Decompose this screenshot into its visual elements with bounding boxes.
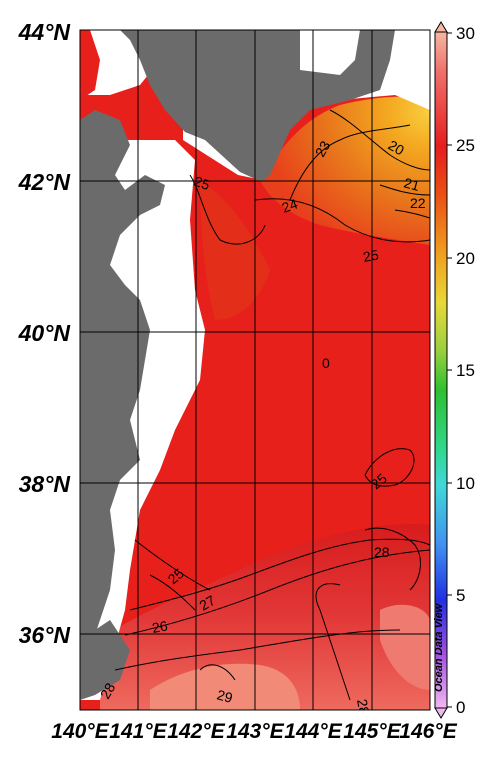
contour-label: 27 bbox=[197, 592, 219, 614]
lat-tick-label: 42°N bbox=[18, 169, 71, 195]
lon-tick-label: 140°E bbox=[51, 720, 109, 743]
contour-label: 28 bbox=[97, 680, 119, 702]
lat-axis: 44°N 42°N 40°N 38°N 36°N bbox=[18, 19, 71, 648]
colorbar-tick-label: 0 bbox=[456, 698, 465, 717]
contour-label: 25 bbox=[362, 246, 380, 264]
contour-label: 0 bbox=[322, 355, 330, 371]
lon-tick-label: 146°E bbox=[399, 720, 457, 743]
lat-tick-label: 36°N bbox=[19, 622, 71, 648]
lon-tick-label: 141°E bbox=[109, 720, 167, 743]
colorbar-tick-label: 5 bbox=[456, 586, 465, 605]
contour-label: 25 bbox=[192, 173, 212, 193]
warm-swirl bbox=[200, 180, 270, 320]
hot-patch bbox=[150, 663, 300, 710]
lat-tick-label: 38°N bbox=[19, 471, 71, 497]
colorbar-top-arrow bbox=[434, 21, 448, 33]
graticule bbox=[80, 30, 430, 710]
contour-label: 23 bbox=[312, 138, 334, 160]
lon-tick-label: 143°E bbox=[226, 720, 284, 743]
colorbar-tick-label: 30 bbox=[456, 24, 475, 43]
plot-area: 25 24 23 20 21 22 25 0 25 25 28 27 26 28… bbox=[80, 30, 430, 716]
contour-labels: 25 24 23 20 21 22 25 0 25 25 28 27 26 28… bbox=[97, 137, 426, 716]
contour-label: 26 bbox=[151, 617, 169, 635]
lon-tick-label: 142°E bbox=[167, 720, 225, 743]
lon-tick-label: 144°E bbox=[284, 720, 342, 743]
contour-label: 24 bbox=[280, 195, 300, 215]
land-honshu bbox=[80, 110, 165, 660]
colorbar-tick-label: 15 bbox=[456, 361, 475, 380]
contour-label: 22 bbox=[410, 195, 426, 211]
credit-text: Ocean Data View bbox=[433, 602, 445, 692]
warm-south-region bbox=[100, 524, 430, 710]
contour-label: 21 bbox=[402, 174, 421, 194]
contour-label: 20 bbox=[386, 137, 408, 159]
colorbar-tick-label: 25 bbox=[456, 136, 475, 155]
land-south bbox=[80, 620, 130, 700]
colorbar-tick-label: 20 bbox=[456, 249, 475, 268]
lat-tick-label: 44°N bbox=[18, 19, 71, 45]
plot-border bbox=[79, 29, 431, 711]
contour-label: 29 bbox=[215, 686, 234, 706]
lon-axis: 140°E 141°E 142°E 143°E 144°E 145°E 146°… bbox=[51, 720, 457, 743]
hot-patch-east bbox=[380, 604, 430, 690]
lon-tick-label: 145°E bbox=[343, 720, 401, 743]
colorbar: 30 25 20 15 10 5 0 bbox=[434, 21, 475, 719]
contour-lines bbox=[114, 109, 430, 701]
cool-northeast-region bbox=[260, 96, 430, 245]
colorbar-tick-label: 10 bbox=[456, 474, 475, 493]
contour-label: 28 bbox=[354, 698, 372, 716]
lat-tick-label: 40°N bbox=[18, 320, 71, 346]
contour-label: 28 bbox=[374, 544, 390, 560]
land-hokkaido bbox=[120, 30, 395, 182]
colorbar-bottom-arrow bbox=[434, 707, 448, 719]
sea-patch-nw bbox=[80, 30, 100, 100]
